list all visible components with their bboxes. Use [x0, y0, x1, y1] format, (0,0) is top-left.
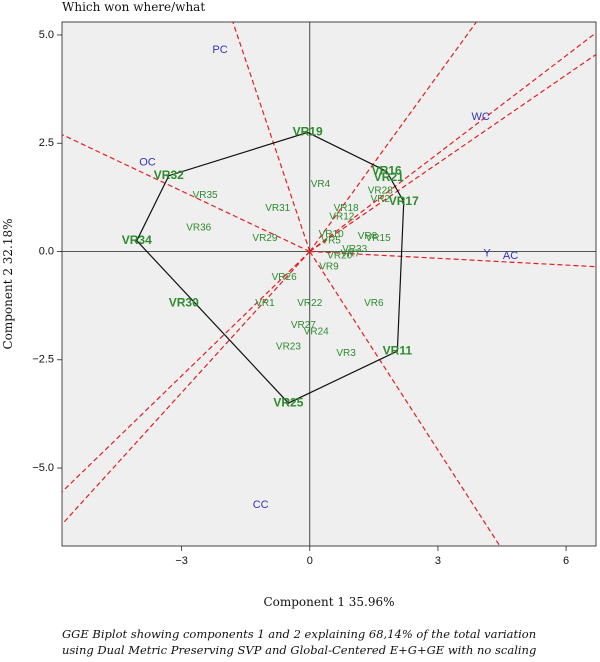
genotype-label: VR29	[252, 233, 277, 244]
genotype-label: VR5	[321, 235, 341, 246]
vertex-genotype-label: VR19	[293, 125, 323, 139]
sector-line	[309, 53, 597, 253]
sector-line	[309, 32, 597, 252]
environment-label: AC	[503, 250, 518, 262]
genotype-label: VR10	[319, 229, 344, 240]
sector-lines	[61, 21, 597, 547]
environment-label: Y	[483, 248, 491, 260]
environment-label: OC	[139, 157, 156, 169]
sector-line	[61, 251, 311, 525]
genotype-label: VR8	[358, 231, 378, 242]
genotype-label: VR6	[364, 298, 384, 309]
genotype-label: VR33	[342, 244, 367, 255]
genotype-label: VR18	[334, 203, 359, 214]
genotype-label: VR9	[319, 261, 339, 272]
caption-line: GGE Biplot showing components 1 and 2 ex…	[62, 627, 537, 641]
vertex-genotype-label: VR30	[169, 296, 199, 310]
genotype-label: VR35	[193, 190, 218, 201]
environment-labels: PC OC WC Y AC CC	[139, 44, 518, 511]
genotype-label: VR23	[276, 341, 301, 352]
genotype-label: VR31	[265, 203, 290, 214]
x-tick-label: −3	[175, 555, 188, 567]
y-tick-label: 0.0	[39, 245, 54, 257]
x-axis-ticks: −3 0 3 6	[175, 546, 569, 567]
genotype-label: VR28	[368, 186, 393, 197]
y-tick-label: −5.0	[32, 462, 54, 474]
x-tick-label: 6	[563, 555, 569, 567]
genotype-label: VR24	[304, 326, 329, 337]
vertex-genotype-label: VR21	[374, 170, 404, 184]
sector-line	[309, 21, 477, 252]
zero-axes	[62, 22, 596, 546]
sector-line	[61, 134, 311, 253]
environment-label: WC	[471, 111, 489, 123]
x-axis-label: Component 1 35.96%	[263, 595, 394, 609]
sector-line	[309, 251, 501, 547]
genotype-label: VR26	[272, 272, 297, 283]
genotype-label: VR27	[291, 320, 316, 331]
chart-title: Which won where/what	[62, 0, 206, 14]
genotype-label: VR7	[341, 248, 361, 259]
genotype-label: VR4	[311, 179, 331, 190]
genotype-label: VR22	[297, 298, 322, 309]
plot-area	[61, 21, 597, 547]
genotype-label: VR36	[186, 222, 211, 233]
vertex-genotype-label: VR11	[383, 343, 413, 357]
genotype-label: VR2	[371, 194, 391, 205]
figure-caption: GGE Biplot showing components 1 and 2 ex…	[62, 626, 598, 658]
vertex-genotype-label: VR17	[389, 194, 419, 208]
sector-line	[232, 21, 311, 252]
vertex-genotype-label: VR16	[372, 164, 402, 178]
polygon-hull	[136, 131, 405, 404]
y-tick-label: −2.5	[32, 354, 54, 366]
genotype-label: VR3	[336, 348, 356, 359]
x-tick-label: 0	[307, 555, 313, 567]
caption-line: using Dual Metric Preserving SVP and Glo…	[62, 643, 537, 657]
x-tick-label: 3	[435, 555, 441, 567]
y-tick-label: 2.5	[39, 137, 54, 149]
vertex-genotype-label: VR25	[273, 395, 303, 409]
y-axis-ticks: 5.0 2.5 0.0 −2.5 −5.0	[32, 29, 62, 474]
vertex-genotype-label: VR34	[122, 233, 152, 247]
environment-label: PC	[212, 44, 227, 56]
y-axis-label: Component 2 32.18%	[1, 218, 15, 349]
genotype-label: VR1	[255, 298, 275, 309]
sector-line	[61, 251, 311, 493]
genotype-label: VR20	[327, 250, 352, 261]
genotype-label: VR12	[329, 212, 354, 223]
vertex-genotype-label: VR32	[154, 168, 184, 182]
genotype-label: VR15	[366, 233, 391, 244]
environment-label: CC	[253, 499, 269, 511]
y-tick-label: 5.0	[39, 29, 54, 41]
